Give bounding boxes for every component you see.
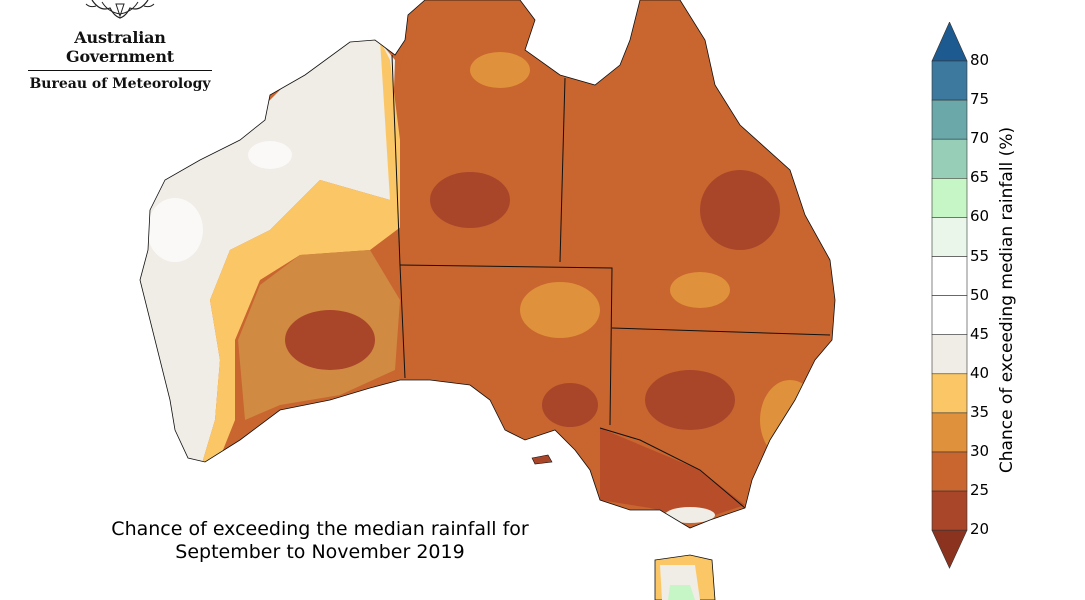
map-caption: Chance of exceeding the median rainfall … (60, 518, 580, 564)
caption-line-1: Chance of exceeding the median rainfall … (111, 518, 529, 540)
dry-patch-sa (542, 383, 598, 427)
dry-patch-qld (700, 170, 780, 250)
region-vic (600, 428, 745, 520)
colorbar-tick-label: 65 (970, 168, 990, 187)
state-borders (391, 54, 831, 509)
region-west-coast-interior (140, 30, 395, 470)
colorbar-tick-label: 25 (970, 481, 990, 500)
bureau-name: Bureau of Meteorology (29, 76, 211, 92)
colorbar-tick-label: 70 (970, 129, 990, 148)
region-pilbara (200, 40, 410, 470)
median-patch-vic (665, 507, 715, 523)
colorbar-tick-label: 50 (970, 285, 990, 304)
colorbar-segment (931, 217, 968, 257)
coat-of-arms-icon (85, 0, 155, 19)
colorbar-arrow-top (931, 22, 968, 62)
median-patch-wa-south (147, 198, 203, 262)
government-name: Australian Government (65, 28, 174, 66)
colorbar-tick-label: 40 (970, 363, 990, 382)
moist-patch-nt (470, 52, 530, 88)
dry-patch-nsw (645, 370, 735, 430)
colorbar-tick-label: 45 (970, 324, 990, 343)
logo-divider (28, 70, 212, 71)
colorbar-segment (931, 178, 968, 218)
colorbar-segment (931, 256, 968, 296)
colorbar-tick-label: 30 (970, 442, 990, 460)
colorbar-segment (931, 334, 968, 375)
colorbar-segment (931, 60, 968, 101)
colorbar-segment (931, 295, 968, 336)
caption-line-2: September to November 2019 (175, 541, 465, 563)
region-qld (560, 60, 830, 335)
bom-logo: Australian Government Bureau of Meteorol… (22, 0, 218, 92)
colorbar-segment (931, 490, 968, 531)
moist-patch-se (760, 380, 820, 460)
dry-patch-wa (285, 310, 375, 370)
colorbar-tick-label: 20 (970, 520, 990, 539)
colorbar-segment (931, 451, 968, 492)
colorbar-title: Chance of exceeding median rainfall (%) (997, 126, 1017, 474)
colorbar-segment (931, 138, 968, 179)
colorbar-tick-label: 35 (970, 402, 990, 421)
coastline (139, 0, 836, 529)
kangaroo-island (531, 454, 553, 465)
moist-patch-sa (520, 282, 600, 338)
moist-patch-qld (670, 272, 730, 308)
colorbar-segment (931, 373, 968, 414)
dry-patch-nt (430, 172, 510, 228)
colorbar-tick-label: 80 (970, 51, 990, 69)
tasmania-wet-zone (668, 585, 695, 600)
colorbar-tick-label: 75 (970, 90, 990, 109)
australia-rainfall-map (139, 0, 836, 600)
colorbar-segment (931, 412, 968, 453)
colorbar-tick-label: 55 (970, 246, 990, 265)
colorbar-arrow-bottom (931, 529, 968, 569)
colorbar-tick-label: 60 (970, 207, 990, 226)
median-patch-wa (248, 141, 292, 169)
colorbar (931, 22, 968, 569)
colorbar-segment (931, 99, 968, 140)
